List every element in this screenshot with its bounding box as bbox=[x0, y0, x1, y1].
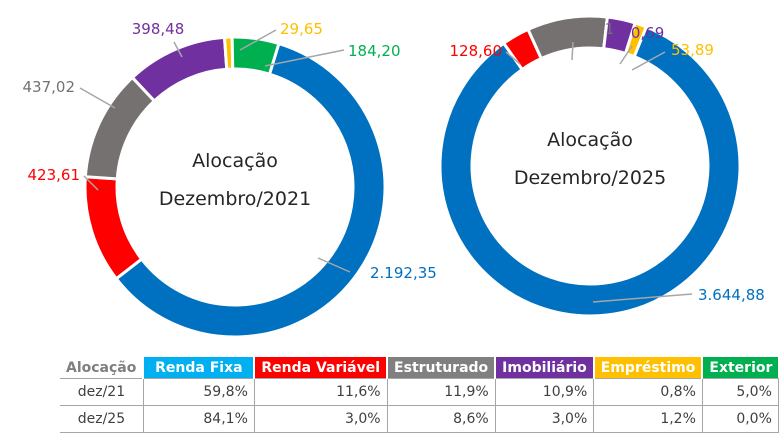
leader-line bbox=[505, 51, 521, 65]
data-label-imobiliario-chart1: 398,48 bbox=[132, 20, 185, 38]
table-cell: 59,8% bbox=[142, 378, 255, 406]
data-label-renda-fixa-chart1: 2.192,35 bbox=[370, 264, 437, 282]
data-label-estruturado-chart2: 373,71 bbox=[562, 20, 615, 38]
data-label-renda-variavel-chart2: 128,60 bbox=[450, 42, 503, 60]
slice-imobiliario-chart1 bbox=[130, 35, 229, 104]
data-label-exterior-chart1: 184,20 bbox=[348, 42, 401, 60]
table-row: dez/25 84,1% 3,0% 8,6% 3,0% 1,2% 0,0% bbox=[60, 405, 779, 433]
table-row: dez/21 59,8% 11,6% 11,9% 10,9% 0,8% 5,0% bbox=[60, 378, 779, 406]
donut-charts: 2.192,35 423,61 437,02 398,48 29,65 184,20 Alo… bbox=[23, 14, 765, 339]
table-cell: 0,0% bbox=[701, 405, 779, 433]
leader-line bbox=[79, 87, 116, 109]
row-label-dez25: dez/25 bbox=[60, 405, 144, 433]
chart-title: Alocação bbox=[192, 150, 278, 172]
slice-exterior-chart1 bbox=[230, 35, 281, 77]
data-label-renda-variavel-chart1: 423,61 bbox=[28, 166, 81, 184]
leader-line bbox=[173, 41, 183, 58]
leader-line bbox=[83, 175, 99, 191]
chart-subtitle: Dezembro/2021 bbox=[159, 188, 311, 210]
header-imobiliario: Imobiliário bbox=[494, 357, 594, 379]
data-label-renda-fixa-chart2: 3.644,88 bbox=[698, 286, 765, 304]
header-renda-variavel: Renda Variável bbox=[253, 357, 388, 379]
table-cell: 5,0% bbox=[701, 378, 779, 406]
slice-renda-fixa-chart2 bbox=[438, 24, 742, 318]
header-estruturado: Estruturado bbox=[386, 357, 496, 379]
data-label-estruturado-chart1: 437,02 bbox=[23, 78, 76, 96]
leader-line bbox=[264, 49, 345, 67]
header-exterior: Exterior bbox=[701, 357, 779, 379]
header-emprestimo: Empréstimo bbox=[592, 357, 703, 379]
slice-renda-fixa-chart1 bbox=[114, 41, 387, 339]
slice-estruturado-chart1 bbox=[83, 75, 157, 181]
leader-line bbox=[571, 41, 574, 61]
chart-title: Alocação bbox=[547, 129, 633, 151]
table-cell: 1,2% bbox=[593, 405, 703, 433]
data-label-emprestimo-chart1: 29,65 bbox=[280, 20, 323, 38]
table-cell: 11,9% bbox=[386, 378, 496, 406]
data-label-imobiliario-chart2: 130,69 bbox=[612, 24, 665, 42]
table-cell: 3,0% bbox=[253, 405, 388, 433]
table-corner-label: Alocação bbox=[60, 357, 144, 379]
row-label-dez21: dez/21 bbox=[60, 378, 144, 406]
leader-line bbox=[239, 29, 277, 51]
table-cell: 3,0% bbox=[494, 405, 594, 433]
leader-line bbox=[631, 51, 666, 71]
leader-line bbox=[317, 257, 351, 273]
leader-line bbox=[619, 45, 633, 65]
table-cell: 10,9% bbox=[494, 378, 594, 406]
table-header-row: Alocação Renda Fixa Renda Variável Estru… bbox=[60, 357, 779, 379]
leader-line bbox=[592, 293, 693, 303]
table-cell: 0,8% bbox=[593, 378, 703, 406]
chart-subtitle: Dezembro/2025 bbox=[514, 167, 666, 189]
table-cell: 8,6% bbox=[386, 405, 496, 433]
table-cell: 11,6% bbox=[253, 378, 388, 406]
allocation-table: Alocação Renda Fixa Renda Variável Estru… bbox=[60, 357, 779, 433]
table-cell: 84,1% bbox=[142, 405, 255, 433]
data-label-emprestimo-chart2: 53,89 bbox=[671, 41, 714, 59]
slice-renda-variavel-chart1 bbox=[83, 175, 144, 281]
header-renda-fixa: Renda Fixa bbox=[142, 357, 255, 379]
